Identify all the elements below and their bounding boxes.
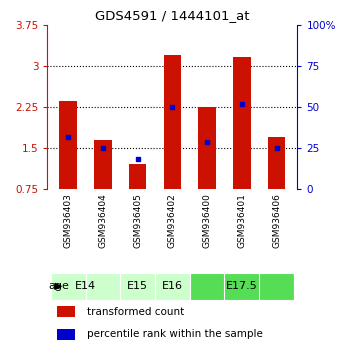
Bar <box>120 273 155 300</box>
Text: GSM936402: GSM936402 <box>168 193 177 248</box>
Text: GSM936405: GSM936405 <box>133 193 142 248</box>
Bar <box>94 140 112 189</box>
Bar <box>129 164 146 189</box>
Title: GDS4591 / 1444101_at: GDS4591 / 1444101_at <box>95 9 250 22</box>
Text: E15: E15 <box>127 281 148 291</box>
Bar <box>57 306 75 317</box>
Text: GSM936403: GSM936403 <box>64 193 73 248</box>
Text: E17.5: E17.5 <box>226 281 258 291</box>
Bar <box>190 273 294 300</box>
Text: GSM936400: GSM936400 <box>202 193 212 248</box>
Text: transformed count: transformed count <box>87 307 185 317</box>
Bar <box>233 57 250 189</box>
Text: age: age <box>48 281 69 291</box>
Bar <box>198 107 216 189</box>
Bar <box>59 101 77 189</box>
Text: GSM936404: GSM936404 <box>98 193 107 248</box>
Text: GSM936406: GSM936406 <box>272 193 281 248</box>
Text: E14: E14 <box>75 281 96 291</box>
Text: E16: E16 <box>162 281 183 291</box>
Text: percentile rank within the sample: percentile rank within the sample <box>87 329 263 339</box>
Bar <box>268 137 285 189</box>
Bar <box>57 329 75 340</box>
Bar <box>155 273 190 300</box>
Bar <box>51 273 120 300</box>
Bar <box>164 55 181 189</box>
Text: GSM936401: GSM936401 <box>237 193 246 248</box>
